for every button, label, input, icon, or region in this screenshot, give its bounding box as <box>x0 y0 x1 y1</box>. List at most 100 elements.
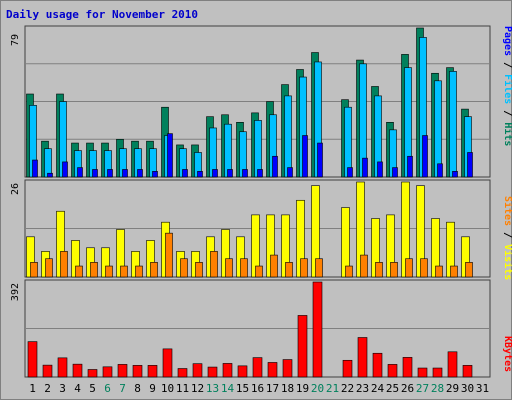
pages-bar-day-16 <box>257 169 263 178</box>
sites-bar-day-14 <box>225 258 233 278</box>
x-tick-label-day-1: 1 <box>29 382 36 395</box>
sites-bar-day-3 <box>60 251 68 278</box>
x-tick-label-day-25: 25 <box>386 382 399 395</box>
pages-bar-day-22 <box>347 167 353 178</box>
middle-panel-max-label: 26 <box>10 183 21 195</box>
x-tick-label-day-27: 27 <box>416 382 429 395</box>
pages-bar-day-13 <box>212 169 218 178</box>
x-axis-labels: 1 2 3 4 5 6 7 8 9 10 11 12 13 14 15 16 17 18 19 20 21 22 23 24 2… <box>29 382 489 395</box>
kbytes-bar-day-28 <box>432 367 443 378</box>
x-tick-label-day-21: 21 <box>326 382 339 395</box>
kbytes-bar-day-20 <box>312 281 323 378</box>
legend-sep-1: / <box>502 56 512 74</box>
sites-bar-day-13 <box>210 251 218 278</box>
legend-sep-3: / <box>502 226 512 244</box>
kbytes-bar-day-30 <box>462 365 473 378</box>
legend-middle: Sites / Visits <box>502 196 512 280</box>
x-tick-label-day-2: 2 <box>44 382 51 395</box>
kbytes-bar-day-7 <box>117 364 128 378</box>
sites-bar-day-12 <box>195 262 203 278</box>
pages-bar-day-28 <box>437 163 443 178</box>
kbytes-bar-day-6 <box>102 366 113 378</box>
top-panel-max-label: 79 <box>10 34 21 46</box>
pages-bar-day-4 <box>77 167 83 178</box>
kbytes-bar-day-1 <box>27 341 38 378</box>
kbytes-bar-day-27 <box>417 367 428 378</box>
pages-bar-day-17 <box>272 155 278 178</box>
x-tick-label-day-3: 3 <box>59 382 66 395</box>
files-bar-day-14 <box>224 123 232 178</box>
x-tick-label-day-20: 20 <box>311 382 324 395</box>
legend-bottom: KBytes <box>502 336 512 372</box>
x-tick-label-day-12: 12 <box>191 382 204 395</box>
pages-bar-day-30 <box>467 152 473 178</box>
pages-bar-day-15 <box>242 169 248 178</box>
legend-top: Pages / Files / Hits <box>502 26 512 146</box>
kbytes-bar-day-8 <box>132 365 143 378</box>
x-tick-label-day-9: 9 <box>149 382 156 395</box>
sites-bar-day-24 <box>375 262 383 278</box>
kbytes-bar-day-22 <box>342 359 353 378</box>
x-tick-label-day-19: 19 <box>296 382 309 395</box>
pages-bar-day-14 <box>227 169 233 178</box>
sites-bar-day-4 <box>75 265 83 278</box>
kbytes-bar-day-26 <box>402 357 413 378</box>
pages-bar-day-10 <box>167 133 173 178</box>
sites-bar-day-10 <box>165 232 173 278</box>
x-tick-label-day-7: 7 <box>119 382 126 395</box>
pages-bar-day-11 <box>182 169 188 178</box>
legend-pages: Pages <box>502 26 512 56</box>
pages-bar-day-3 <box>62 161 68 178</box>
pages-bar-day-12 <box>197 171 203 178</box>
x-tick-label-day-13: 13 <box>206 382 219 395</box>
chart-title: Daily usage for November 2010 <box>6 8 198 21</box>
x-tick-label-day-10: 10 <box>161 382 174 395</box>
pages-bar-day-27 <box>422 135 428 178</box>
files-bar-day-16 <box>254 120 262 178</box>
sites-bar-day-17 <box>270 254 278 278</box>
x-tick-label-day-8: 8 <box>134 382 141 395</box>
pages-bar-day-23 <box>362 157 368 178</box>
x-tick-label-day-16: 16 <box>251 382 264 395</box>
x-tick-label-day-17: 17 <box>266 382 279 395</box>
kbytes-bar-day-5 <box>87 369 98 378</box>
legend-sites: Sites <box>502 196 512 226</box>
svg-text:Pages / Files / Hits: Pages / Files / Hits <box>502 26 512 146</box>
legend-kbytes: KBytes <box>502 336 512 372</box>
files-bar-day-29 <box>449 71 457 178</box>
pages-bar-day-1 <box>32 159 38 178</box>
kbytes-bar-day-11 <box>177 368 188 378</box>
pages-bar-day-24 <box>377 161 383 178</box>
kbytes-bar-day-2 <box>42 364 53 378</box>
pages-bar-day-9 <box>152 171 158 178</box>
x-tick-label-day-31: 31 <box>476 382 489 395</box>
pages-bar-day-8 <box>137 169 143 178</box>
pages-bar-day-6 <box>107 169 113 178</box>
kbytes-bar-day-14 <box>222 363 233 378</box>
svg-text:Sites / Visits: Sites / Visits <box>502 196 512 280</box>
bottom-panel-max-label: 392 <box>10 283 21 301</box>
x-tick-label-day-6: 6 <box>104 382 111 395</box>
x-tick-label-day-4: 4 <box>74 382 81 395</box>
sites-bar-day-30 <box>465 262 473 278</box>
pages-bar-day-7 <box>122 169 128 178</box>
x-tick-label-day-26: 26 <box>401 382 414 395</box>
sites-bar-day-8 <box>135 265 143 278</box>
pages-bar-day-25 <box>392 167 398 178</box>
kbytes-bar-day-4 <box>72 363 83 378</box>
kbytes-bar-day-16 <box>252 357 263 378</box>
kbytes-bar-day-12 <box>192 363 203 378</box>
sites-bar-day-26 <box>405 258 413 278</box>
pages-bar-day-20 <box>317 142 323 178</box>
x-tick-label-day-30: 30 <box>461 382 474 395</box>
files-bar-day-2 <box>44 148 52 178</box>
sites-bar-day-11 <box>180 258 188 278</box>
legend-sep-2: / <box>502 104 512 122</box>
x-tick-label-day-5: 5 <box>89 382 96 395</box>
sites-bar-day-22 <box>345 265 353 278</box>
x-tick-label-day-28: 28 <box>431 382 444 395</box>
x-tick-label-day-11: 11 <box>176 382 189 395</box>
legend-files: Files <box>502 74 512 104</box>
sites-bar-day-27 <box>420 258 428 278</box>
